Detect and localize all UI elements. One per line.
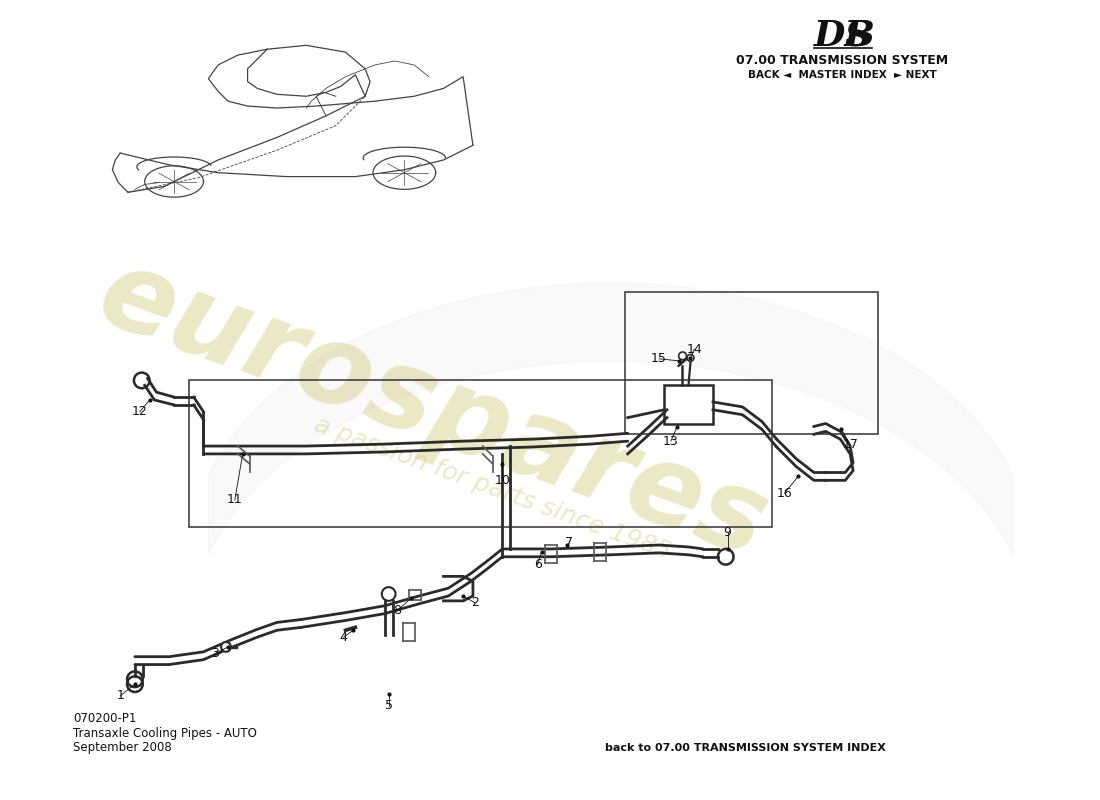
Text: 2: 2 [471, 596, 478, 610]
Text: September 2008: September 2008 [74, 742, 172, 754]
Text: BACK ◄  MASTER INDEX  ► NEXT: BACK ◄ MASTER INDEX ► NEXT [748, 70, 937, 80]
Text: 1: 1 [117, 690, 124, 702]
Text: 17: 17 [843, 438, 858, 450]
Text: 4: 4 [340, 630, 348, 644]
Bar [189, 381, 772, 527]
Text: 10: 10 [494, 474, 510, 487]
Text: Transaxle Cooling Pipes - AUTO: Transaxle Cooling Pipes - AUTO [74, 726, 257, 740]
Text: 7: 7 [565, 535, 573, 549]
Text: DB: DB [814, 18, 876, 53]
Text: 9: 9 [724, 526, 732, 538]
Text: 5: 5 [385, 699, 393, 712]
Text: 14: 14 [686, 342, 702, 355]
Text: 11: 11 [227, 494, 243, 506]
Text: 16: 16 [777, 486, 792, 499]
Text: S: S [845, 18, 870, 53]
Text: 07.00 TRANSMISSION SYSTEM: 07.00 TRANSMISSION SYSTEM [736, 54, 948, 66]
Bar [625, 292, 878, 434]
Text: 15: 15 [651, 352, 667, 366]
Text: 6: 6 [534, 558, 541, 571]
Text: 070200-P1: 070200-P1 [74, 712, 136, 725]
Text: 8: 8 [394, 604, 402, 617]
Text: 3: 3 [211, 647, 219, 660]
Circle shape [221, 642, 231, 652]
Text: back to 07.00 TRANSMISSION SYSTEM INDEX: back to 07.00 TRANSMISSION SYSTEM INDEX [605, 743, 887, 753]
Text: a passion for parts since 1985: a passion for parts since 1985 [311, 412, 674, 564]
Text: eurospares: eurospares [86, 239, 782, 580]
Text: 13: 13 [663, 434, 679, 448]
Text: 12: 12 [132, 406, 147, 418]
Bar [664, 386, 713, 425]
